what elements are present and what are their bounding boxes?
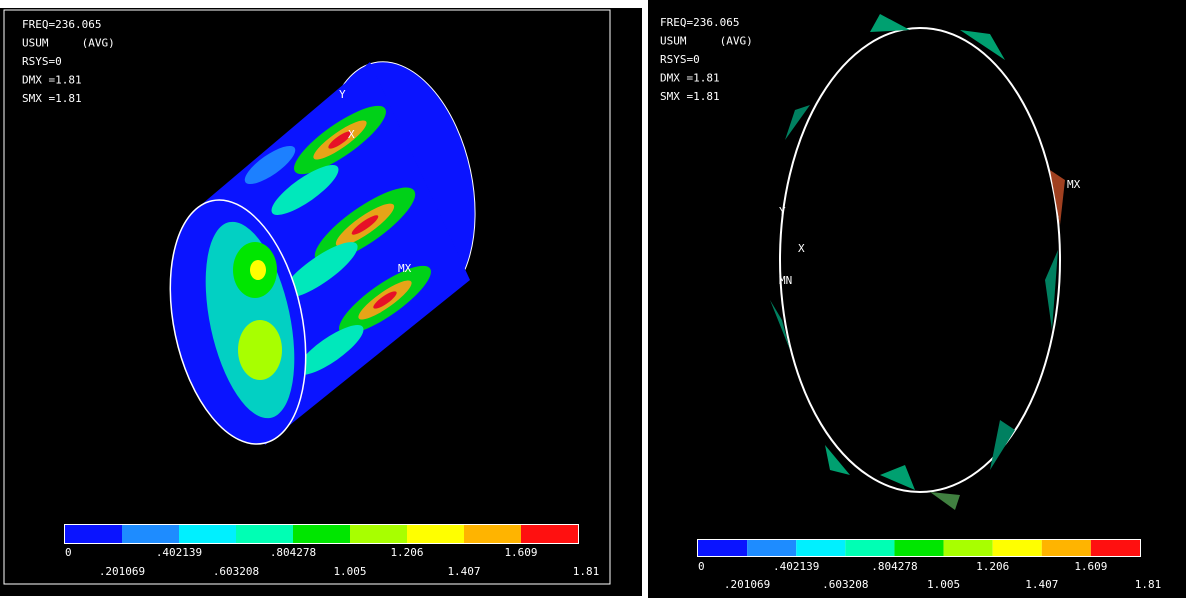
- axis-marker: Y: [779, 205, 786, 218]
- legend-label: .201069: [99, 565, 145, 578]
- legend-label: .402139: [773, 560, 819, 573]
- info-line: SMX =1.81: [660, 90, 720, 103]
- legend-swatch: [1042, 540, 1091, 556]
- info-line: RSYS=0: [660, 53, 700, 66]
- legend-label: 1.81: [573, 565, 600, 578]
- legend-swatch: [894, 540, 943, 556]
- legend-swatch: [845, 540, 894, 556]
- info-line: FREQ=236.065: [22, 18, 101, 31]
- axis-marker: MN: [779, 274, 792, 287]
- info-line: FREQ=236.065: [660, 16, 739, 29]
- info-line: DMX =1.81: [660, 72, 720, 85]
- legend-swatch: [464, 525, 521, 543]
- legend-label: 1.407: [447, 565, 480, 578]
- info-line: USUM (AVG): [22, 37, 115, 50]
- legend-swatch: [521, 525, 578, 543]
- legend-swatch: [407, 525, 464, 543]
- axis-marker: Y: [339, 88, 346, 101]
- info-line: DMX =1.81: [22, 74, 82, 87]
- legend-swatch: [350, 525, 407, 543]
- legend-label: .603208: [822, 578, 868, 591]
- legend-swatch: [796, 540, 845, 556]
- legend-swatch: [747, 540, 796, 556]
- legend-swatch: [944, 540, 993, 556]
- legend-label: .201069: [724, 578, 770, 591]
- legend-swatch: [698, 540, 747, 556]
- legend-swatch: [1091, 540, 1140, 556]
- legend-label: .603208: [213, 565, 259, 578]
- legend-swatch: [993, 540, 1042, 556]
- legend-swatch: [179, 525, 236, 543]
- legend-swatch: [65, 525, 122, 543]
- info-line: USUM (AVG): [660, 35, 753, 48]
- legend-label: 1.005: [927, 578, 960, 591]
- legend-label: .402139: [156, 546, 202, 559]
- axis-marker: MX: [1067, 178, 1081, 191]
- legend-swatch: [293, 525, 350, 543]
- axis-marker: MX: [398, 262, 412, 275]
- info-line: SMX =1.81: [22, 92, 82, 105]
- legend-label: .804278: [871, 560, 917, 573]
- legend-swatch: [236, 525, 293, 543]
- right-viewport: [648, 0, 1186, 598]
- legend-swatch: [122, 525, 179, 543]
- legend-label: 0: [65, 546, 72, 559]
- legend-label: 1.206: [976, 560, 1009, 573]
- legend-label: 1.005: [333, 565, 366, 578]
- info-line: RSYS=0: [22, 55, 62, 68]
- axis-marker: X: [798, 242, 805, 255]
- legend-label: .804278: [270, 546, 316, 559]
- legend-label: 0: [698, 560, 705, 573]
- axis-marker: X: [348, 128, 355, 141]
- legend-label: 1.206: [390, 546, 423, 559]
- legend-label: 1.407: [1025, 578, 1058, 591]
- legend-label: 1.609: [504, 546, 537, 559]
- legend-label: 1.609: [1074, 560, 1107, 573]
- screen: FREQ=236.065 USUM (AVG) RSYS=0 DMX =1.81 SMX…: [0, 0, 1186, 598]
- legend-label: 1.81: [1135, 578, 1162, 591]
